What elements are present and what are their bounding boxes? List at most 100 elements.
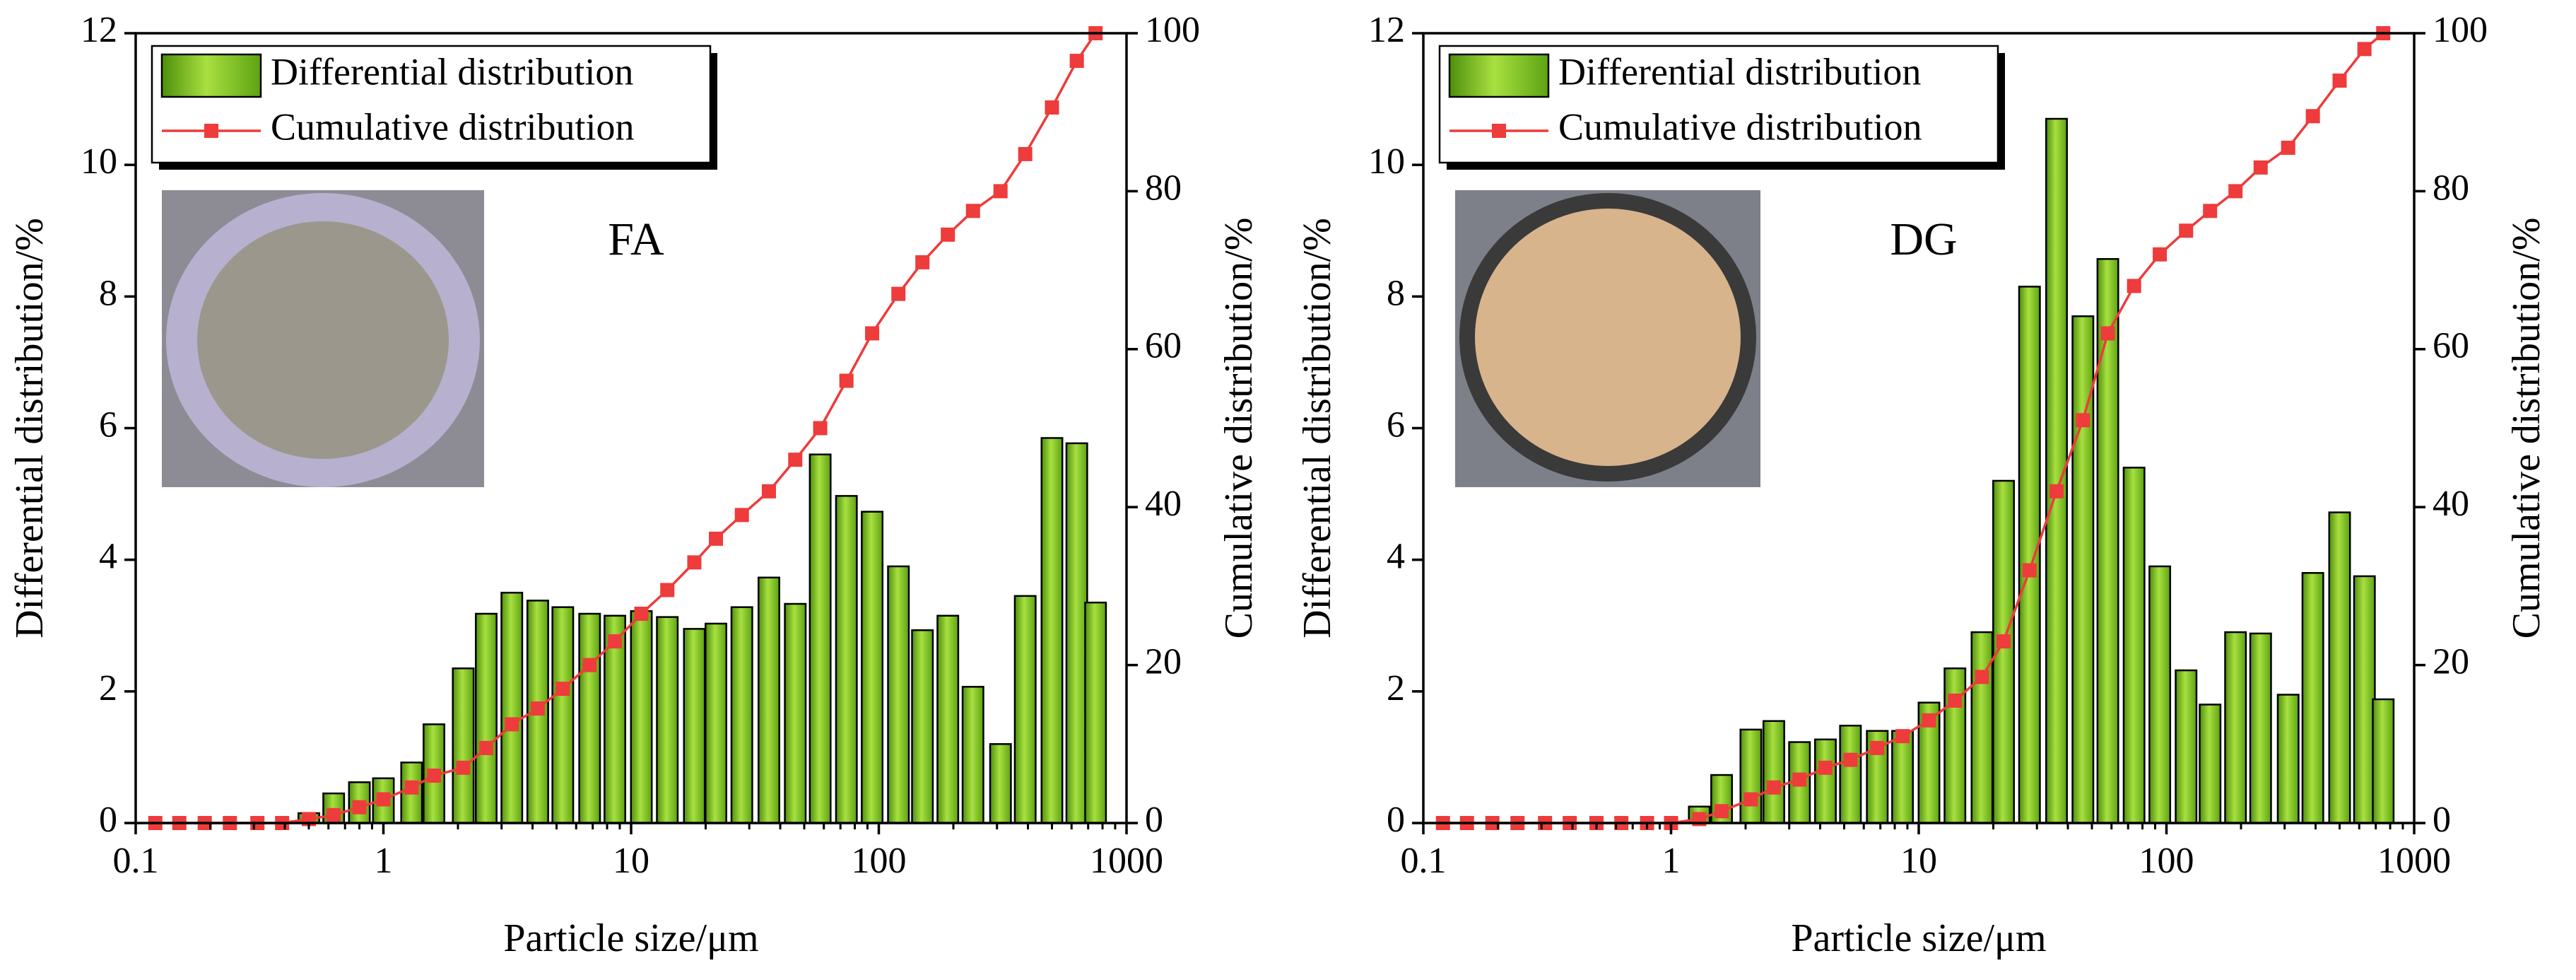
x-tick-label: 0.1 xyxy=(1401,841,1447,881)
sample-photo xyxy=(162,190,484,487)
bar xyxy=(1943,667,1967,824)
x-tick-label: 10 xyxy=(613,841,649,881)
bar xyxy=(2175,669,2198,824)
bar xyxy=(551,606,575,824)
legend-label: Differential distribution xyxy=(1558,50,1921,93)
x-tick-label: 100 xyxy=(2139,841,2194,881)
legend-label: Cumulative distribution xyxy=(1558,105,1922,148)
y-axis-label: Differential distribution/% xyxy=(1295,218,1339,638)
sample-photo xyxy=(1455,190,1760,487)
line-marker xyxy=(993,184,1008,199)
line-marker xyxy=(456,760,471,775)
y2-tick-label: 100 xyxy=(2433,10,2488,50)
line-marker xyxy=(1018,146,1033,161)
line-marker xyxy=(352,800,367,815)
line-marker xyxy=(376,792,391,807)
x-tick-label: 0.1 xyxy=(113,841,159,881)
line-marker xyxy=(1870,740,1885,755)
y-tick-label: 10 xyxy=(1368,141,1405,182)
y-tick-label: 4 xyxy=(1387,537,1405,577)
bar xyxy=(1891,730,1915,824)
y2-tick-label: 80 xyxy=(1145,168,1182,208)
legend-label: Cumulative distribution xyxy=(271,105,634,148)
y-tick-label: 6 xyxy=(1387,404,1405,445)
line-marker xyxy=(1948,693,1963,708)
bar xyxy=(578,612,601,824)
line-marker xyxy=(582,658,597,672)
line-marker xyxy=(734,508,749,523)
line-marker xyxy=(891,286,906,301)
line-marker xyxy=(813,421,828,436)
bar xyxy=(1762,720,1785,824)
y2-tick-label: 0 xyxy=(1145,800,1163,840)
line-marker xyxy=(1792,772,1807,787)
y2-tick-label: 40 xyxy=(1145,484,1182,524)
line-marker xyxy=(478,740,493,755)
x-axis-label: Particle size/μm xyxy=(503,916,758,960)
x-tick-label: 10 xyxy=(1900,841,1937,881)
x-tick-label: 1 xyxy=(1662,841,1681,881)
line-marker xyxy=(1818,760,1833,775)
y2-tick-label: 40 xyxy=(2433,484,2469,524)
y-tick-label: 2 xyxy=(1387,668,1405,708)
bar xyxy=(1813,738,1837,824)
y2-axis-label: Cumulative distribution/% xyxy=(1217,218,1261,639)
x-axis-label: Particle size/μm xyxy=(1791,916,2046,960)
y2-tick-label: 20 xyxy=(1145,642,1182,682)
bar xyxy=(1084,601,1107,824)
bar xyxy=(2148,565,2172,824)
bar xyxy=(1839,724,1862,824)
line-marker xyxy=(404,780,419,795)
bar xyxy=(808,453,832,824)
bar xyxy=(1065,442,1088,824)
legend-marker xyxy=(1492,124,1506,138)
bar xyxy=(2122,467,2146,824)
bar xyxy=(2224,631,2247,824)
y-tick-label: 0 xyxy=(1387,800,1405,840)
legend-swatch xyxy=(1448,53,1550,98)
line-marker xyxy=(2127,279,2141,293)
legend-swatch xyxy=(160,53,262,98)
line-marker xyxy=(839,373,854,388)
y-tick-label: 12 xyxy=(1368,10,1405,50)
line-marker xyxy=(1996,634,2011,649)
x-tick-label: 1000 xyxy=(2377,841,2451,881)
bar xyxy=(2096,258,2119,824)
y2-tick-label: 60 xyxy=(1145,326,1182,366)
x-tick-label: 1 xyxy=(375,841,393,881)
line-marker xyxy=(1069,54,1084,69)
bar xyxy=(1970,631,1994,824)
y2-tick-label: 60 xyxy=(2433,326,2469,366)
x-tick-label: 100 xyxy=(852,841,907,881)
bar xyxy=(2353,575,2376,824)
bar xyxy=(1040,437,1064,824)
annotation: FA xyxy=(608,214,664,265)
bar xyxy=(758,576,780,824)
line-marker xyxy=(634,606,649,621)
y-tick-label: 4 xyxy=(99,537,117,577)
line-marker xyxy=(2049,484,2064,498)
line-marker xyxy=(2100,326,2115,341)
line-marker xyxy=(761,484,776,498)
line-marker xyxy=(709,531,724,546)
bar xyxy=(2249,632,2272,824)
bar xyxy=(1013,595,1037,824)
line-marker xyxy=(915,255,930,269)
bar xyxy=(911,629,934,824)
y-tick-label: 8 xyxy=(1387,273,1405,313)
line-marker xyxy=(687,555,702,570)
y2-tick-label: 20 xyxy=(2433,642,2469,682)
bar xyxy=(961,686,984,824)
line-marker xyxy=(505,717,519,732)
bar xyxy=(452,667,475,824)
line-marker xyxy=(941,227,955,242)
bar xyxy=(2301,572,2324,824)
bar xyxy=(1739,728,1763,824)
bar xyxy=(2199,704,2222,824)
line-marker xyxy=(1843,752,1858,767)
bar xyxy=(835,495,858,824)
y2-axis-label: Cumulative distribution/% xyxy=(2505,218,2548,639)
line-marker xyxy=(2305,109,2320,124)
